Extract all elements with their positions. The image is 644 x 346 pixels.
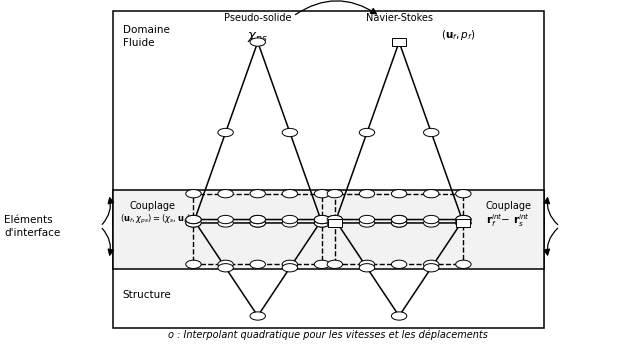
Circle shape [314,219,330,227]
Text: $(\mathbf{u}_f, \chi_{ps}){=}(\chi_s, \mathbf{u}_s)$: $(\mathbf{u}_f, \chi_{ps}){=}(\chi_s, \m… [120,213,191,226]
Circle shape [282,260,298,268]
Circle shape [282,128,298,137]
Circle shape [327,216,343,224]
Circle shape [424,128,439,137]
Circle shape [250,38,265,46]
Text: Structure: Structure [123,290,171,300]
Circle shape [185,219,201,227]
Circle shape [456,219,471,227]
Circle shape [392,312,407,320]
Circle shape [392,216,407,224]
Circle shape [392,190,407,198]
Circle shape [250,219,265,227]
Circle shape [185,190,201,198]
Circle shape [456,190,471,198]
Bar [113,11,544,225]
Circle shape [218,128,233,137]
Bar [113,190,544,270]
Circle shape [282,216,298,224]
Circle shape [250,312,265,320]
Circle shape [359,219,375,227]
Circle shape [314,216,330,224]
Circle shape [456,219,471,227]
Text: $\chi_{ps}$: $\chi_{ps}$ [247,30,268,45]
Circle shape [359,216,375,224]
Circle shape [359,264,375,272]
Circle shape [250,260,265,268]
Circle shape [424,216,439,224]
Text: $\mathbf{r}_f^{int}{-}\ \mathbf{r}_s^{int}$: $\mathbf{r}_f^{int}{-}\ \mathbf{r}_s^{in… [486,212,530,229]
Circle shape [314,190,330,198]
Text: Eléments
d'interface: Eléments d'interface [4,215,60,238]
Circle shape [250,219,265,227]
Circle shape [359,260,375,268]
Circle shape [424,260,439,268]
Circle shape [282,219,298,227]
Text: Pseudo-solide: Pseudo-solide [224,13,292,23]
Circle shape [218,264,233,272]
Circle shape [250,190,265,198]
Text: $(\mathbf{u}_f, p_f)$: $(\mathbf{u}_f, p_f)$ [441,28,475,42]
Circle shape [250,216,265,224]
Bar [328,219,342,227]
Circle shape [218,260,233,268]
Circle shape [218,190,233,198]
Circle shape [327,216,343,224]
Circle shape [392,216,407,224]
Text: Domaine
Fluide: Domaine Fluide [123,25,169,48]
Circle shape [456,216,471,224]
Circle shape [392,219,407,227]
Circle shape [185,219,201,227]
Circle shape [250,216,265,224]
Circle shape [185,216,201,224]
Circle shape [314,216,330,224]
Circle shape [424,219,439,227]
Circle shape [327,219,343,227]
Circle shape [185,260,201,268]
Circle shape [218,216,233,224]
Circle shape [282,264,298,272]
Bar [113,218,544,328]
Circle shape [424,190,439,198]
Circle shape [327,190,343,198]
Bar [392,38,406,46]
Circle shape [327,219,343,227]
Bar [193,194,322,264]
Circle shape [392,219,407,227]
Circle shape [314,260,330,268]
Circle shape [456,216,471,224]
Text: Navier-Stokes: Navier-Stokes [366,13,433,23]
Circle shape [392,260,407,268]
Circle shape [218,219,233,227]
Bar [457,219,471,227]
Bar [335,194,464,264]
Circle shape [359,128,375,137]
Text: Couplage: Couplage [129,201,175,211]
Circle shape [424,264,439,272]
Text: Couplage: Couplage [486,201,532,211]
Circle shape [359,190,375,198]
Circle shape [314,219,330,227]
Circle shape [282,190,298,198]
Circle shape [456,260,471,268]
Circle shape [327,260,343,268]
Circle shape [185,216,201,224]
Text: o : Interpolant quadratique pour les vitesses et les déplacements: o : Interpolant quadratique pour les vit… [169,330,488,340]
